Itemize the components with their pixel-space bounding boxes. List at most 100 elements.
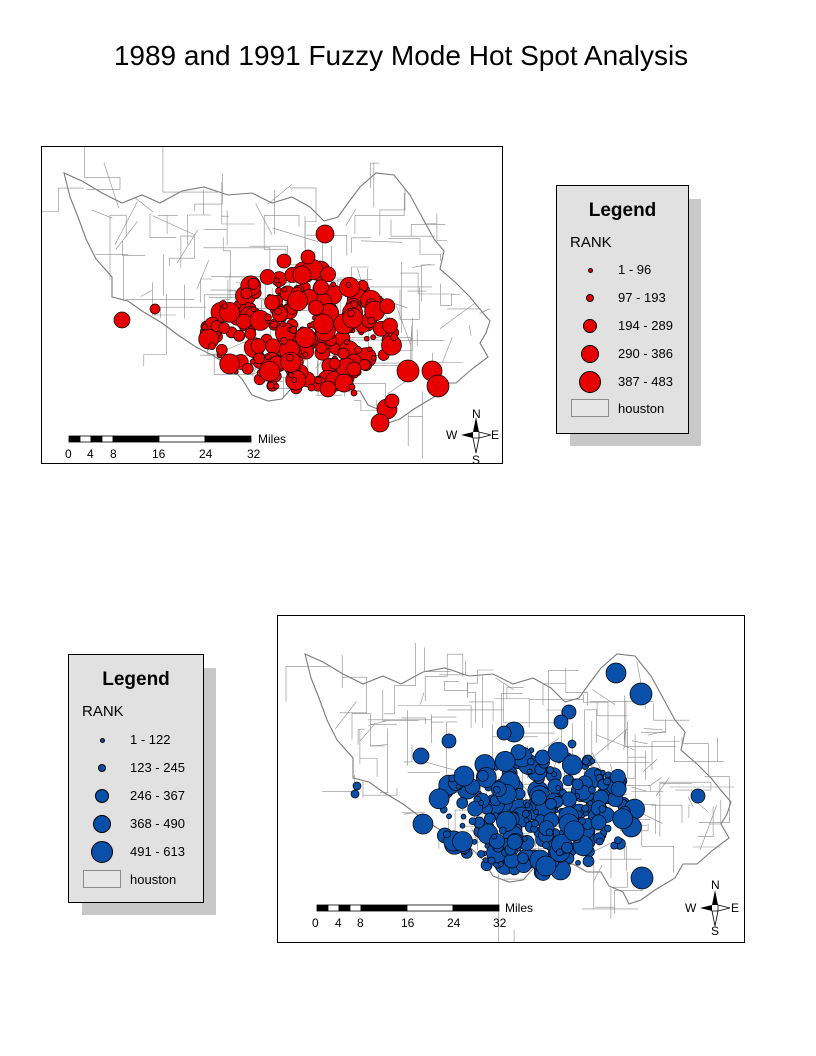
legend-class-label: 491 - 613 — [130, 844, 185, 859]
legend-symbol-circle-icon — [93, 815, 111, 833]
hot-spot-point — [292, 265, 312, 285]
hot-spot-point — [553, 714, 569, 730]
hot-spot-point — [610, 781, 627, 797]
east-label: E — [491, 428, 499, 442]
legend-class-label: 290 - 386 — [618, 346, 673, 361]
hot-spot-point — [545, 828, 554, 837]
hot-spot-point — [521, 810, 530, 818]
hot-spot-point — [245, 301, 251, 308]
hot-spot-point — [487, 856, 496, 865]
hot-spot-point — [496, 811, 517, 832]
hot-spot-point — [320, 266, 336, 283]
legend-class-1: 1 - 96 — [557, 256, 688, 284]
legend-symbol-circle-icon — [95, 789, 109, 803]
hot-spot-point — [370, 355, 377, 361]
hot-spot-point — [315, 342, 328, 354]
hot-spot-point — [610, 841, 619, 850]
hot-spot-point — [276, 253, 292, 269]
hot-spot-point — [545, 798, 557, 810]
legend-symbol-circle-icon — [91, 841, 113, 863]
hot-spot-point — [208, 342, 216, 351]
hot-spot-point — [581, 757, 590, 766]
map-1989-frame[interactable]: Miles 0 4 8 16 24 32 N S W E — [41, 146, 503, 464]
legend-symbol-circle-icon — [579, 371, 601, 393]
legend-class-label: 1 - 96 — [618, 262, 652, 277]
map-1989-canvas[interactable]: Miles 0 4 8 16 24 32 N S W E — [42, 147, 502, 463]
hot-spot-point — [330, 281, 337, 288]
hot-spot-point — [346, 361, 362, 377]
hot-spot-point — [347, 309, 355, 318]
hot-spot-point — [531, 819, 539, 828]
scale-bar-graphic — [316, 904, 500, 912]
hot-spot-point — [345, 282, 352, 288]
north-label: N — [472, 407, 481, 421]
hot-spot-point — [259, 360, 281, 382]
hot-spot-point — [523, 817, 530, 824]
legend-class-2: 97 - 193 — [557, 284, 688, 312]
scale-tick-0: 0 — [312, 916, 319, 930]
hot-spot-point — [267, 381, 275, 390]
hot-spot-point — [302, 351, 309, 358]
legend-class-1: 1 - 122 — [69, 726, 203, 754]
hot-spot-point — [291, 377, 298, 383]
hot-spot-point — [241, 362, 254, 375]
hot-spot-point — [350, 789, 360, 799]
west-label: W — [685, 901, 697, 915]
legend-class-label: 97 - 193 — [618, 290, 666, 305]
hot-spot-point — [367, 316, 376, 325]
hot-spot-point — [244, 327, 257, 340]
hot-spot-point — [587, 800, 594, 806]
hot-spot-point — [313, 313, 334, 335]
hot-spot-point — [530, 789, 547, 806]
hot-spot-point — [496, 725, 512, 741]
hot-spot-point — [571, 778, 584, 791]
hot-spot-point — [484, 812, 496, 825]
hot-spot-point — [551, 771, 558, 778]
hot-spot-point — [288, 372, 294, 378]
hot-spot-point — [459, 822, 466, 829]
map-1991-canvas[interactable]: Miles 0 4 8 16 24 32 N S W E — [278, 616, 744, 942]
legend-class-label: 1 - 122 — [130, 732, 171, 747]
hot-spot-point — [149, 303, 161, 315]
scale-tick-32: 32 — [493, 916, 507, 930]
hot-spot-point — [582, 855, 595, 868]
scale-tick-8: 8 — [357, 916, 364, 930]
legend-class-2: 123 - 245 — [69, 754, 203, 782]
hot-spot-point — [446, 813, 452, 820]
legend-class-label: 123 - 245 — [130, 760, 185, 775]
legend-title: Legend — [102, 669, 170, 690]
hot-spot-point — [352, 781, 362, 791]
map-1991-frame[interactable]: Miles 0 4 8 16 24 32 N S W E — [277, 615, 745, 943]
compass-rose-icon — [461, 417, 492, 454]
hot-spot-point — [289, 326, 298, 334]
hot-spot-point — [370, 413, 390, 433]
legend-class-label: 387 - 483 — [618, 374, 673, 389]
hot-spot-point — [250, 338, 267, 354]
hot-spot-point — [366, 346, 373, 353]
page-title: 1989 and 1991 Fuzzy Mode Hot Spot Analys… — [113, 40, 689, 71]
legend-field-label: RANK — [82, 703, 124, 720]
hot-spot-point — [201, 323, 209, 331]
scale-tick-8: 8 — [110, 447, 117, 461]
hot-spot-point — [343, 339, 350, 345]
hot-spot-point — [426, 374, 450, 398]
hot-spot-point — [498, 826, 507, 835]
hot-spot-point — [533, 809, 539, 815]
hot-spot-point — [555, 848, 564, 857]
hot-spot-point — [314, 376, 323, 385]
hot-spot-point — [328, 357, 341, 370]
hot-spot-point — [274, 307, 282, 316]
north-arrow-icon: N S W E — [685, 878, 739, 938]
legend-class-3: 194 - 289 — [557, 312, 688, 340]
hot-spot-point — [524, 802, 531, 809]
scale-unit-label: Miles — [505, 901, 533, 915]
hot-spot-point — [567, 739, 577, 749]
hot-spot-point — [491, 833, 497, 840]
hot-spot-point — [563, 820, 585, 842]
hot-spot-point — [286, 353, 294, 362]
houston-polygon-swatch — [83, 870, 121, 888]
hot-spot-point — [630, 866, 654, 890]
hot-spot-point — [370, 334, 377, 341]
hot-spot-point — [315, 224, 335, 244]
hot-spot-point — [467, 800, 484, 817]
